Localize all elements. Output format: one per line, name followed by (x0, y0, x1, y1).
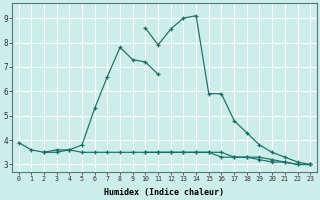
X-axis label: Humidex (Indice chaleur): Humidex (Indice chaleur) (104, 188, 224, 197)
